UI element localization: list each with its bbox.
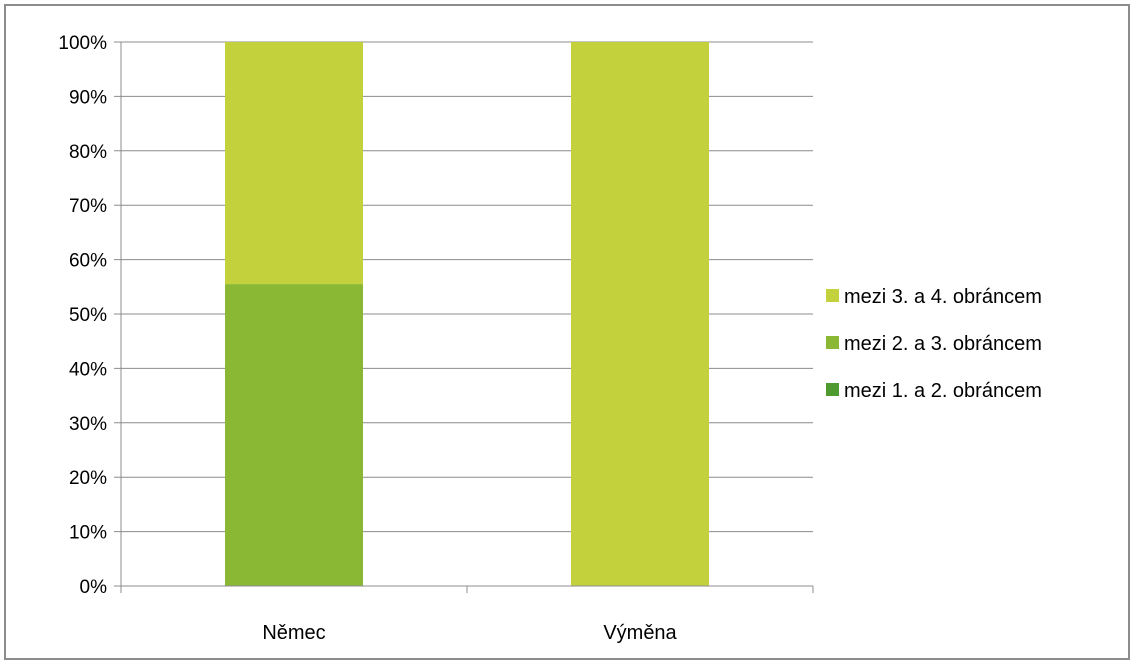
legend: mezi 3. a 4. obráncem mezi 2. a 3. obránc… xyxy=(826,286,1042,402)
bar-segment xyxy=(225,42,363,285)
legend-swatch xyxy=(826,383,839,396)
y-tick-label: 90% xyxy=(69,87,107,108)
legend-swatch xyxy=(826,289,839,302)
y-tick-label: 80% xyxy=(69,142,107,163)
bars xyxy=(225,42,709,586)
x-category-label: Němec xyxy=(262,622,325,644)
y-tick-label: 10% xyxy=(69,523,107,544)
bar-segment xyxy=(225,284,363,586)
x-category-labels: Němec Výměna xyxy=(262,622,677,644)
y-tick-labels: 0% 10% 20% 30% 40% 50% 60% 70% 80% 90% 100% xyxy=(58,33,107,598)
legend-swatch xyxy=(826,336,839,349)
chart-frame xyxy=(4,4,1130,660)
y-tick-label: 40% xyxy=(69,359,107,380)
bar-segment xyxy=(571,42,709,586)
y-tick-label: 30% xyxy=(69,414,107,435)
y-tick-label: 70% xyxy=(69,196,107,217)
x-category-label: Výměna xyxy=(603,622,677,644)
legend-label: mezi 1. a 2. obráncem xyxy=(844,380,1042,402)
y-tick-label: 50% xyxy=(69,305,107,326)
y-tick-label: 0% xyxy=(80,577,108,598)
y-tick-label: 60% xyxy=(69,251,107,272)
legend-label: mezi 2. a 3. obráncem xyxy=(844,333,1042,355)
y-tick-label: 100% xyxy=(58,33,107,54)
y-tick-label: 20% xyxy=(69,468,107,489)
legend-label: mezi 3. a 4. obráncem xyxy=(844,286,1042,308)
x-axis xyxy=(120,42,814,593)
